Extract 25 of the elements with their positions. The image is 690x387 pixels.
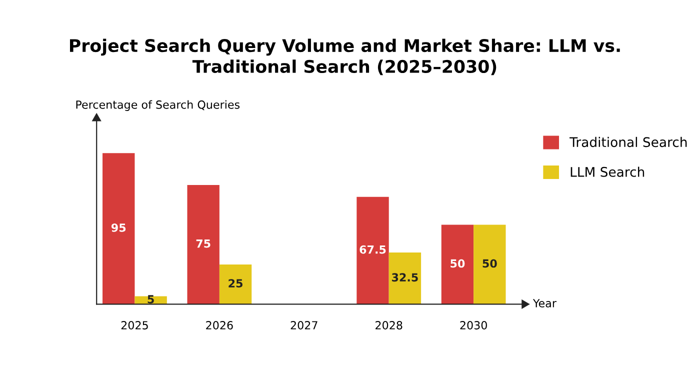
chart-title: Project Search Query Volume and Market Share: LLM vs. Traditional Search (2025–2030) bbox=[70, 38, 620, 76]
data-label: 25 bbox=[228, 279, 242, 288]
bar bbox=[441, 224, 474, 304]
y-axis-title: Percentage of Search Queries bbox=[76, 100, 240, 111]
bar bbox=[219, 264, 252, 304]
bar bbox=[474, 224, 506, 304]
legend-label: Traditional Search bbox=[570, 136, 687, 148]
x-axis-title: Year bbox=[532, 299, 556, 308]
bar bbox=[356, 196, 389, 304]
x-tick-label: 2028 bbox=[376, 321, 402, 330]
x-tick-label: 2025 bbox=[121, 321, 148, 330]
legend-label: LLM Search bbox=[570, 166, 644, 177]
data-label: 50 bbox=[450, 259, 465, 268]
x-tick-label: 2027 bbox=[290, 321, 318, 330]
x-tick-label: 2026 bbox=[206, 321, 233, 330]
data-label: 5 bbox=[148, 295, 154, 304]
bar bbox=[388, 252, 422, 304]
data-label: 95 bbox=[111, 224, 126, 232]
x-tick-label: 2030 bbox=[460, 321, 487, 330]
bar bbox=[102, 153, 135, 304]
data-label: 75 bbox=[196, 240, 210, 248]
bar bbox=[187, 184, 220, 304]
data-label: 67.5 bbox=[360, 245, 386, 254]
data-label: 50 bbox=[482, 259, 497, 268]
data-label: 32.5 bbox=[392, 273, 418, 282]
